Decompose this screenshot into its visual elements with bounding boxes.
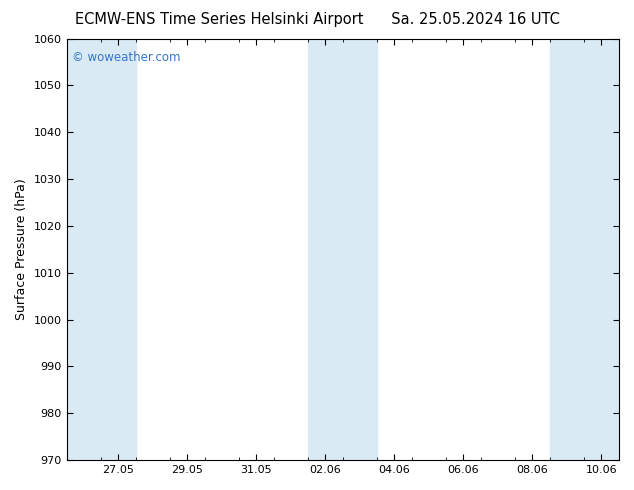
- Bar: [67, 39, 136, 460]
- Text: ECMW-ENS Time Series Helsinki Airport      Sa. 25.05.2024 16 UTC: ECMW-ENS Time Series Helsinki Airport Sa…: [75, 12, 559, 27]
- Text: © woweather.com: © woweather.com: [72, 51, 181, 64]
- Bar: [550, 39, 619, 460]
- Y-axis label: Surface Pressure (hPa): Surface Pressure (hPa): [15, 178, 28, 320]
- Bar: [308, 39, 377, 460]
